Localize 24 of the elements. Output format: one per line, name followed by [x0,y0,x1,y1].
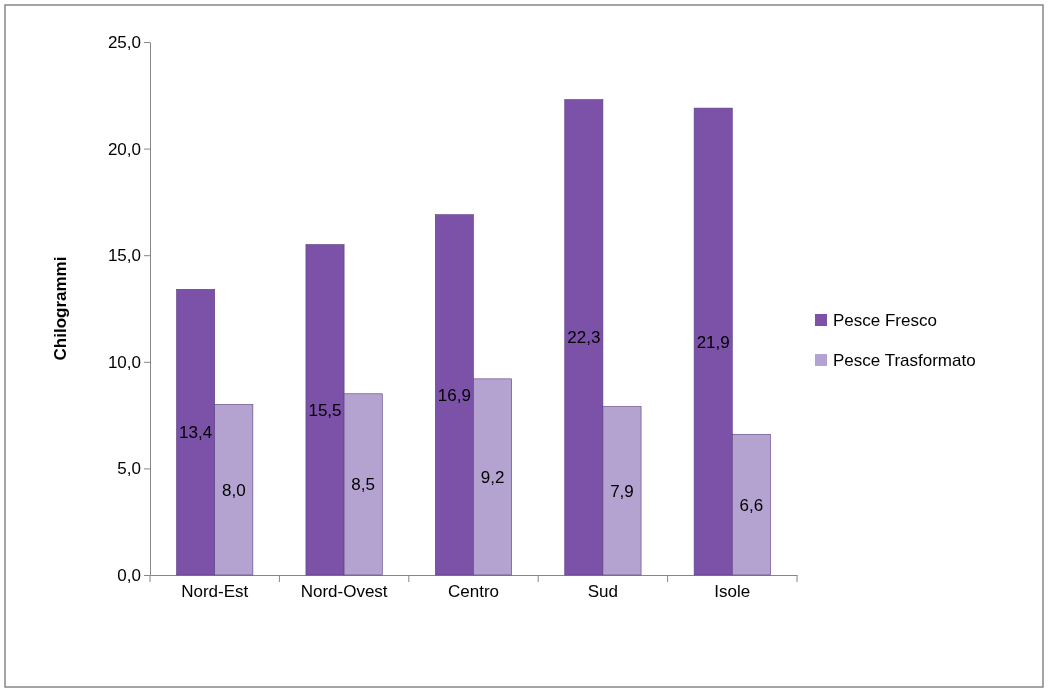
legend-label: Pesce Trasformato [833,351,976,370]
x-tick-label: Sud [587,581,619,601]
y-tick-label: 10,0 [107,352,141,372]
data-label: 15,5 [308,400,342,420]
y-tick-label: 25,0 [107,32,141,52]
y-tick-label: 5,0 [117,459,141,479]
y-axis-title: Chilogrammi [51,256,70,361]
x-tick-label: Nord-Ovest [300,581,388,601]
data-label: 13,4 [179,423,213,443]
data-label: 7,9 [610,481,634,501]
y-tick-label: 0,0 [117,565,141,585]
y-tick-label: 15,0 [107,246,141,266]
data-label: 8,5 [351,475,376,495]
data-label: 16,9 [437,385,471,405]
data-label: 6,6 [739,495,764,515]
data-label: 9,2 [480,467,505,487]
y-tick-label: 20,0 [107,139,141,159]
x-tick-label: Isole [714,581,751,601]
data-label: 21,9 [696,332,730,352]
data-label: 8,0 [221,480,246,500]
x-tick-label: Nord-Est [181,581,249,601]
x-tick-label: Centro [447,581,500,601]
data-label: 22,3 [567,328,601,348]
legend-label: Pesce Fresco [833,311,937,330]
